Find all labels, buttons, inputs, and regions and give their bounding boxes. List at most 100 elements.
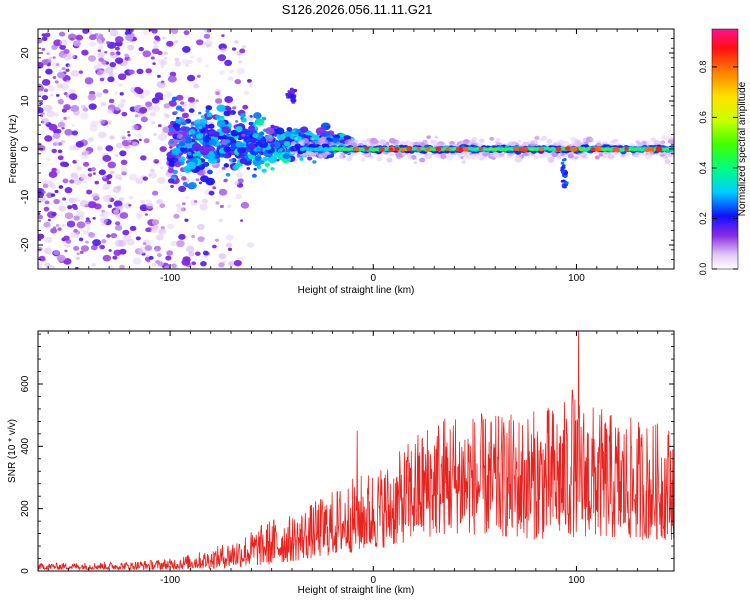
spectrogram-cell — [205, 109, 210, 113]
spectrogram-cell — [108, 249, 112, 252]
spectrogram-cell — [64, 129, 73, 136]
spectrogram-cell — [99, 77, 105, 82]
spectrogram-cell — [205, 177, 216, 186]
spectrogram-cell — [61, 67, 66, 71]
spectrogram-cell — [140, 200, 145, 204]
spectrogram-cell — [237, 178, 244, 184]
spectrogram-cell — [38, 145, 46, 152]
spectrogram-cell — [598, 153, 604, 157]
spectrogram-cell — [478, 147, 484, 151]
spectrogram-cell — [138, 46, 144, 52]
spectrogram-cell — [159, 166, 164, 170]
spectrogram-cell — [275, 127, 285, 135]
spectrogram-cell — [38, 233, 43, 241]
spectrogram-cell — [460, 156, 464, 159]
spectrogram-cell — [139, 94, 145, 99]
spectrogram-cell — [388, 147, 394, 152]
spectrogram-cell — [570, 146, 578, 152]
spectrogram-cell — [67, 64, 73, 68]
spectrogram-cell — [81, 49, 89, 56]
spectrogram-cell — [644, 147, 651, 153]
spectrogram-cell — [114, 221, 121, 226]
spectrogram-cell — [125, 34, 134, 41]
spectrogram-cell — [221, 34, 225, 38]
spectrogram-cell — [434, 135, 439, 139]
spectrogram-cell — [248, 125, 255, 131]
spectrogram-cell — [251, 173, 257, 178]
spectrogram-cell — [203, 33, 211, 39]
spectrogram-cell — [38, 102, 43, 106]
spectrogram-cell — [76, 252, 80, 256]
spectrogram-cell — [51, 211, 57, 217]
spectrogram-cell — [376, 156, 383, 162]
spectrogram-y-ticks: -20 -10 0 10 20 — [20, 28, 674, 270]
spectrogram-cell — [388, 137, 396, 144]
spectrogram-cell — [118, 83, 123, 87]
spectrogram-cell — [136, 68, 144, 75]
spectrogram-cell — [115, 224, 123, 231]
spectrogram-cell — [52, 76, 57, 79]
spectrogram-cell — [256, 148, 261, 152]
spectrogram-cell — [54, 189, 59, 194]
spectrogram-cell — [171, 96, 178, 102]
spectrogram-cell — [234, 163, 241, 169]
spectrogram-cell — [59, 201, 64, 206]
spectrogram-cell — [229, 158, 233, 162]
spectrogram-cell — [145, 199, 152, 204]
spectrogram-cell — [176, 206, 185, 213]
spectrogram-cell — [232, 139, 237, 143]
spectrogram-cell — [196, 39, 204, 46]
spectrogram-cell — [106, 180, 112, 185]
spectrogram-cell — [212, 186, 217, 190]
spectrogram-cell — [201, 198, 208, 204]
spectrogram-cell — [174, 61, 182, 67]
spectrogram-cell — [419, 157, 426, 163]
spectrogram-cell — [148, 29, 153, 32]
spectrogram-cell — [158, 96, 164, 101]
colorbar: 0.0 0.2 0.4 0.6 0.8 Normalized spectral ampl… — [698, 28, 748, 275]
spectrogram-cell — [564, 172, 568, 176]
spectrogram-cell — [192, 135, 196, 139]
spectrogram-cell — [166, 40, 174, 47]
spectrogram-cell — [134, 86, 142, 93]
spectrogram-cell — [151, 97, 160, 104]
spectrogram-cell — [235, 193, 243, 199]
y-tick-label: 600 — [20, 375, 31, 392]
y-tick-label: 10 — [20, 95, 31, 107]
spectrogram-cell — [121, 111, 128, 117]
spectrogram-cell — [57, 149, 63, 154]
spectrogram-cell — [114, 46, 120, 51]
spectrogram-cell — [284, 131, 292, 137]
spectrogram-cell — [152, 39, 159, 45]
spectrogram-cell — [353, 146, 360, 152]
spectrogram-cell — [85, 240, 89, 244]
spectrogram-cell — [114, 239, 124, 247]
spectrogram-cell — [73, 245, 80, 251]
spectrogram-cell — [76, 210, 85, 218]
spectrogram-cell — [227, 260, 235, 267]
spectrogram-cell — [181, 112, 189, 119]
spectrogram-cell — [261, 168, 267, 173]
spectrogram-cell — [97, 131, 107, 139]
spectrogram-cell — [445, 147, 451, 152]
spectrogram-cell — [225, 61, 229, 65]
spectrogram-cell — [180, 126, 187, 132]
spectrogram-cell — [216, 104, 226, 112]
spectrogram-cell — [518, 139, 522, 143]
spectrogram-cell — [58, 185, 64, 189]
spectrogram-cell — [107, 108, 115, 114]
spectrogram-cell — [73, 215, 80, 221]
spectrogram-cell — [146, 259, 151, 263]
spectrogram-cell — [128, 173, 138, 181]
spectrogram-cell — [109, 265, 114, 269]
snr-x-label: Height of straight line (km) — [298, 585, 415, 596]
spectrogram-cell — [557, 155, 562, 159]
spectrogram-cell — [88, 103, 97, 110]
spectrogram-cell — [235, 120, 239, 123]
spectrogram-cell — [396, 140, 402, 145]
spectrogram-cell — [164, 91, 173, 99]
spectrogram-cell — [589, 137, 594, 141]
spectrogram-cell — [160, 65, 165, 69]
spectrogram-cell — [253, 167, 257, 171]
spectrogram-cell — [155, 234, 164, 241]
